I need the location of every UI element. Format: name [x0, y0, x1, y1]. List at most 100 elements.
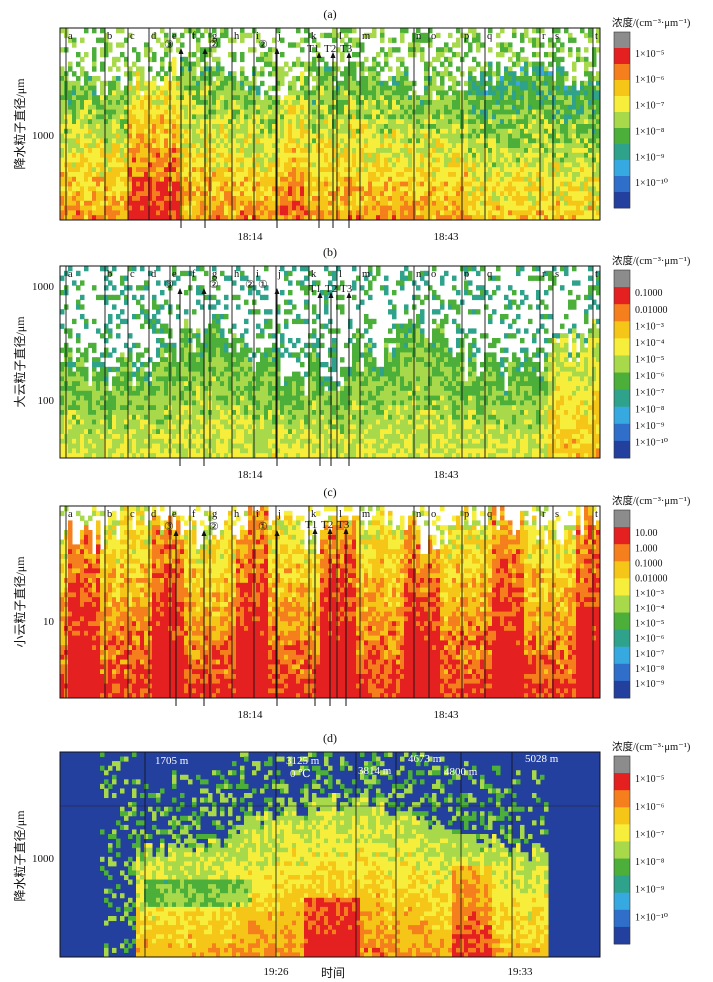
heatmap-cell	[124, 410, 129, 416]
heatmap-cell	[516, 80, 521, 87]
heatmap-cell	[376, 95, 381, 101]
heatmap-cell	[352, 66, 357, 72]
heatmap-cell	[332, 95, 337, 101]
heatmap-cell	[68, 37, 73, 43]
heatmap-cell	[560, 186, 565, 192]
heatmap-cell	[376, 114, 381, 120]
heatmap-cell	[356, 200, 361, 207]
heatmap-cell	[428, 104, 433, 111]
heatmap-cell	[352, 124, 357, 130]
heatmap-cell	[432, 85, 437, 91]
heatmap-cell	[376, 196, 381, 202]
heatmap-cell	[112, 448, 117, 454]
heatmap-cell	[596, 186, 601, 192]
heatmap-cell	[68, 114, 73, 120]
heatmap-cell	[500, 85, 505, 91]
heatmap-cell	[100, 381, 105, 387]
heatmap-cell	[496, 80, 501, 87]
heatmap-cell	[452, 176, 457, 183]
heatmap-cell	[316, 215, 321, 221]
heatmap-cell	[372, 200, 377, 207]
heatmap-cell	[108, 152, 113, 159]
heatmap-cell	[448, 61, 453, 67]
heatmap-cell	[256, 128, 261, 135]
heatmap-cell	[300, 61, 305, 67]
heatmap-cell	[92, 80, 97, 87]
heatmap-cell	[220, 152, 225, 159]
heatmap-cell	[280, 52, 285, 58]
heatmap-cell	[124, 167, 129, 173]
heatmap-cell	[132, 61, 137, 67]
heatmap-cell	[132, 181, 137, 187]
heatmap-cell	[436, 143, 441, 149]
heatmap-cell	[404, 162, 409, 168]
heatmap-cell	[172, 157, 177, 163]
heatmap-cell	[100, 114, 105, 120]
heatmap-cell	[220, 80, 225, 87]
heatmap-cell	[112, 381, 117, 387]
heatmap-cell	[376, 124, 381, 130]
heatmap-cell	[124, 109, 129, 115]
heatmap-cell	[580, 28, 585, 34]
heatmap-cell	[484, 152, 489, 159]
heatmap-cell	[344, 100, 349, 106]
heatmap-cell	[60, 347, 65, 353]
heatmap-cell	[104, 299, 109, 305]
heatmap-cell	[464, 143, 469, 149]
heatmap-cell	[392, 119, 397, 125]
heatmap-cell	[272, 157, 277, 163]
heatmap-cell	[180, 138, 185, 144]
heatmap-cell	[452, 148, 457, 154]
heatmap-cell	[132, 109, 137, 115]
heatmap-cell	[296, 28, 301, 34]
heatmap-cell	[588, 71, 593, 77]
heatmap-cell	[452, 138, 457, 144]
heatmap-cell	[556, 66, 561, 72]
heatmap-cell	[456, 124, 461, 130]
heatmap-cell	[288, 109, 293, 115]
heatmap-cell	[80, 176, 85, 183]
heatmap-cell	[376, 205, 381, 211]
heatmap-cell	[404, 85, 409, 91]
heatmap-cell	[428, 114, 433, 120]
heatmap-cell	[408, 205, 413, 211]
heatmap-cell	[280, 167, 285, 173]
heatmap-cell	[504, 76, 509, 82]
heatmap-cell	[356, 215, 361, 221]
heatmap-cell	[112, 443, 117, 449]
heatmap-cell	[392, 104, 397, 111]
heatmap-cell	[472, 152, 477, 159]
heatmap-cell	[240, 128, 245, 135]
heatmap-cell	[120, 181, 125, 187]
heatmap-cell	[568, 186, 573, 192]
heatmap-cell	[268, 104, 273, 111]
heatmap-cell	[576, 172, 581, 178]
heatmap-cell	[512, 148, 517, 154]
heatmap-cell	[292, 42, 297, 48]
heatmap-cell	[112, 266, 117, 272]
heatmap-cell	[444, 210, 449, 216]
heatmap-cell	[420, 109, 425, 115]
heatmap-cell	[568, 143, 573, 149]
heatmap-cell	[92, 172, 97, 178]
heatmap-cell	[124, 191, 129, 197]
heatmap-cell	[520, 80, 525, 87]
heatmap-cell	[376, 157, 381, 163]
heatmap-cell	[512, 124, 517, 130]
heatmap-cell	[440, 114, 445, 120]
heatmap-cell	[300, 215, 305, 221]
heatmap-cell	[232, 90, 237, 96]
heatmap-cell	[596, 152, 601, 159]
heatmap-cell	[400, 152, 405, 159]
heatmap-cell	[524, 128, 529, 135]
heatmap-cell	[452, 76, 457, 82]
heatmap-cell	[444, 95, 449, 101]
heatmap-cell	[544, 90, 549, 96]
heatmap-cell	[176, 167, 181, 173]
heatmap-cell	[448, 47, 453, 53]
heatmap-cell	[324, 162, 329, 168]
heatmap-cell	[396, 162, 401, 168]
heatmap-cell	[388, 95, 393, 101]
heatmap-cell	[108, 196, 113, 202]
